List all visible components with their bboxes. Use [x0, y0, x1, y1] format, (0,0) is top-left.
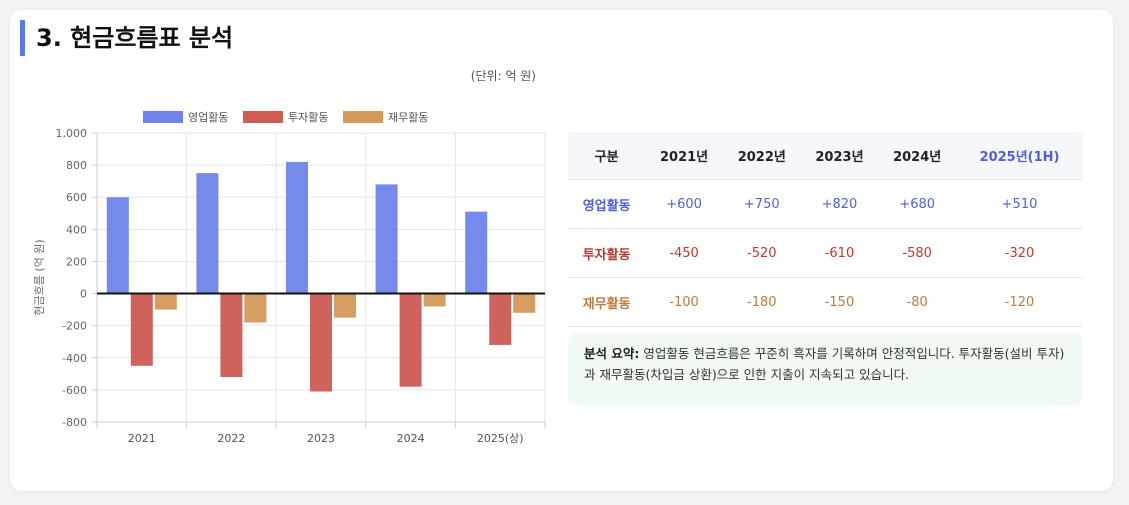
- bar-financing: [423, 293, 446, 307]
- y-tick-label: 200: [66, 255, 87, 268]
- cashflow-table-container: 구분 2021년 2022년 2023년 2024년 2025년(1H) 영업활…: [568, 132, 1083, 327]
- summary-label: 분석 요약:: [584, 346, 640, 361]
- y-axis-title: 현금흐름 (억 원): [33, 239, 46, 315]
- table-cell: +510: [956, 179, 1083, 229]
- table-cell: +820: [800, 179, 879, 229]
- bar-investing: [399, 293, 422, 387]
- bar-operating: [286, 161, 308, 294]
- legend-label: 영업활동: [188, 110, 228, 124]
- bar-investing: [130, 293, 153, 366]
- bar-investing: [220, 293, 243, 378]
- summary-text: 영업활동 현금흐름은 꾸준히 흑자를 기록하며 안정적입니다. 투자활동(설비 …: [584, 346, 1065, 382]
- table-cell: -150: [800, 277, 879, 327]
- legend-swatch: [243, 111, 283, 123]
- title-accent-bar: [20, 20, 25, 56]
- unit-label: (단위: 억 원): [470, 69, 536, 83]
- header-2024: 2024년: [878, 132, 957, 180]
- y-tick-label: -800: [62, 416, 87, 429]
- table-cell: -520: [722, 228, 801, 278]
- bar-operating: [465, 211, 488, 294]
- table-row: 투자활동 -450 -520 -610 -580 -320: [568, 228, 1083, 278]
- y-tick-label: 600: [66, 191, 87, 204]
- x-tick-label: 2025(상): [477, 432, 524, 445]
- bar-financing: [513, 293, 536, 313]
- table-cell: +750: [722, 179, 801, 229]
- bar-investing: [310, 293, 332, 392]
- table-cell: -80: [878, 277, 957, 327]
- header-2021: 2021년: [645, 132, 723, 180]
- table-cell: -450: [645, 228, 723, 278]
- x-tick-label: 2024: [397, 432, 425, 445]
- analysis-summary: 분석 요약: 영업활동 현금흐름은 꾸준히 흑자를 기록하며 안정적입니다. 투…: [568, 333, 1083, 405]
- y-tick-label: 1,000: [56, 127, 88, 140]
- x-tick-label: 2023: [307, 432, 335, 445]
- legend-swatch: [143, 111, 183, 123]
- table-cell: +680: [878, 179, 957, 229]
- y-tick-label: 800: [66, 159, 87, 172]
- bar-financing: [244, 293, 267, 323]
- x-tick-label: 2022: [217, 432, 245, 445]
- table-row: 영업활동 +600 +750 +820 +680 +510: [568, 179, 1083, 229]
- table-cell: -580: [878, 228, 957, 278]
- table-cell: -180: [722, 277, 801, 327]
- y-tick-label: -400: [62, 352, 87, 365]
- table-header-row: 구분 2021년 2022년 2023년 2024년 2025년(1H): [568, 132, 1083, 180]
- table-row: 재무활동 -100 -180 -150 -80 -120: [568, 277, 1083, 327]
- cashflow-bar-chart: 1,000 800 600 400 200 0 -200 -400 -600 -800 2021 20…: [33, 110, 546, 445]
- bar-operating: [106, 197, 129, 294]
- header-2022: 2022년: [722, 132, 801, 180]
- table-cell: -100: [645, 277, 723, 327]
- row-label-investing: 투자활동: [568, 228, 646, 278]
- bar-financing: [154, 293, 177, 310]
- y-tick-label: -600: [62, 384, 87, 397]
- bar-operating: [375, 184, 398, 294]
- legend-label: 투자활동: [288, 110, 328, 124]
- x-tick-label: 2021: [128, 432, 156, 445]
- header-category: 구분: [568, 132, 646, 180]
- table-cell: -320: [956, 228, 1083, 278]
- page-title: 3. 현금흐름표 분석: [36, 24, 234, 52]
- header-2023: 2023년: [800, 132, 879, 180]
- bar-operating: [196, 173, 219, 294]
- y-tick-label: 400: [66, 223, 87, 236]
- y-tick-label: -200: [62, 320, 87, 333]
- cashflow-table: 구분 2021년 2022년 2023년 2024년 2025년(1H) 영업활…: [568, 132, 1083, 327]
- bar-financing: [334, 293, 356, 318]
- table-cell: +600: [645, 179, 723, 229]
- y-tick-label: 0: [80, 288, 87, 301]
- legend-swatch: [343, 111, 383, 123]
- table-cell: -120: [956, 277, 1083, 327]
- row-label-financing: 재무활동: [568, 277, 646, 327]
- header-2025-1h: 2025년(1H): [956, 132, 1083, 180]
- legend-label: 재무활동: [388, 110, 428, 124]
- row-label-operating: 영업활동: [568, 179, 646, 229]
- bar-investing: [489, 293, 512, 345]
- table-cell: -610: [800, 228, 879, 278]
